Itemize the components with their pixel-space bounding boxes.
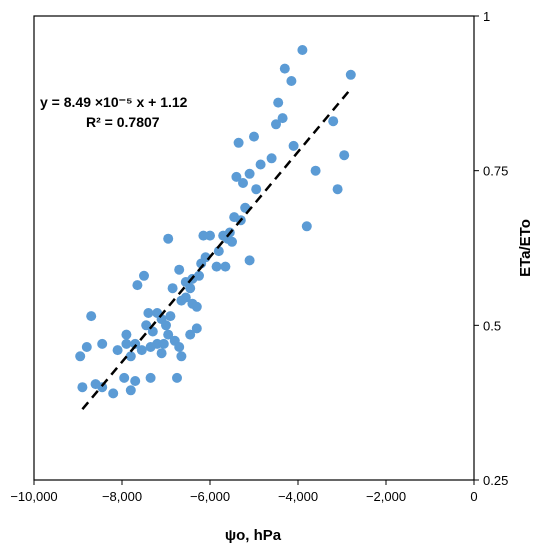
data-point-39 [185, 283, 196, 294]
data-point-13 [310, 165, 321, 176]
data-point-82 [77, 382, 88, 393]
data-point-33 [211, 261, 222, 272]
data-point-76 [119, 372, 130, 383]
plot-frame [33, 15, 475, 481]
data-point-75 [75, 351, 86, 362]
data-point-53 [161, 320, 171, 331]
data-point-9 [249, 131, 259, 142]
data-point-19 [238, 178, 248, 188]
x-tick-label: −6,000 [190, 489, 230, 504]
y-axis-title: ETa/ETo [517, 219, 534, 277]
data-point-68 [156, 348, 167, 359]
data-point-7 [271, 119, 281, 130]
data-point-43 [176, 295, 187, 306]
data-point-4 [328, 116, 339, 127]
data-point-46 [163, 233, 174, 244]
data-point-15 [301, 221, 312, 232]
x-tick-label: −10,000 [10, 489, 57, 504]
data-point-67 [125, 351, 136, 362]
data-point-74 [97, 338, 108, 349]
data-point-58 [185, 329, 196, 340]
data-point-6 [277, 113, 288, 124]
data-point-78 [125, 385, 136, 396]
y-axis-ticks: 0.25 0.5 0.75 1 [474, 9, 508, 488]
data-point-40 [174, 264, 185, 275]
data-point-62 [136, 345, 147, 356]
data-point-16 [231, 171, 242, 182]
data-point-55 [141, 320, 152, 331]
data-point-10 [266, 153, 277, 164]
data-point-72 [86, 311, 97, 322]
data-point-70 [174, 342, 185, 352]
data-points [75, 45, 356, 399]
data-point-61 [145, 342, 156, 352]
data-point-11 [288, 140, 299, 151]
data-point-79 [108, 388, 119, 399]
x-tick-label: 0 [470, 489, 477, 504]
data-point-83 [145, 372, 156, 383]
x-tick-label: −4,000 [278, 489, 318, 504]
data-point-64 [121, 338, 132, 349]
data-point-1 [345, 69, 356, 80]
data-point-52 [165, 311, 176, 322]
data-point-69 [158, 338, 169, 349]
data-point-56 [163, 329, 174, 340]
data-point-48 [132, 280, 143, 291]
data-point-20 [251, 184, 262, 195]
x-axis-ticks: −10,000 −8,000 −6,000 −4,000 −2,000 0 [10, 480, 478, 504]
y-tick-label: 0.5 [483, 318, 501, 333]
y-tick-label: 1 [483, 9, 490, 24]
data-point-77 [130, 376, 141, 386]
data-point-27 [227, 236, 237, 247]
data-point-84 [172, 372, 182, 383]
data-point-45 [191, 301, 202, 312]
y-tick-label: 0.25 [483, 473, 508, 488]
data-point-0 [297, 45, 308, 55]
data-point-81 [90, 379, 101, 390]
r-squared-label: R² = 0.7807 [86, 114, 160, 130]
trendline [81, 88, 352, 411]
data-point-28 [213, 246, 224, 257]
data-point-8 [233, 137, 244, 148]
data-point-30 [198, 230, 209, 241]
data-point-66 [112, 345, 123, 356]
data-point-5 [273, 97, 284, 108]
data-point-34 [220, 261, 231, 272]
y-tick-label: 0.75 [483, 164, 508, 179]
data-point-18 [255, 159, 266, 170]
data-point-71 [176, 351, 187, 362]
data-point-49 [143, 308, 154, 318]
data-point-65 [121, 329, 132, 340]
data-point-41 [167, 283, 178, 294]
data-point-63 [130, 338, 141, 349]
trendline-equation: y = 8.49 ×10⁻⁵ x + 1.12 [40, 94, 188, 110]
data-point-35 [244, 255, 255, 266]
data-point-17 [244, 168, 255, 179]
x-tick-label: −2,000 [366, 489, 406, 504]
data-point-59 [191, 323, 202, 334]
data-point-2 [279, 63, 290, 74]
data-point-47 [139, 270, 149, 281]
data-point-73 [81, 342, 92, 352]
data-point-26 [218, 230, 229, 241]
data-point-3 [286, 76, 297, 86]
x-tick-label: −8,000 [102, 489, 142, 504]
x-axis-title: ψo, hPa [225, 527, 282, 544]
data-point-12 [339, 150, 350, 161]
data-point-14 [332, 184, 343, 195]
